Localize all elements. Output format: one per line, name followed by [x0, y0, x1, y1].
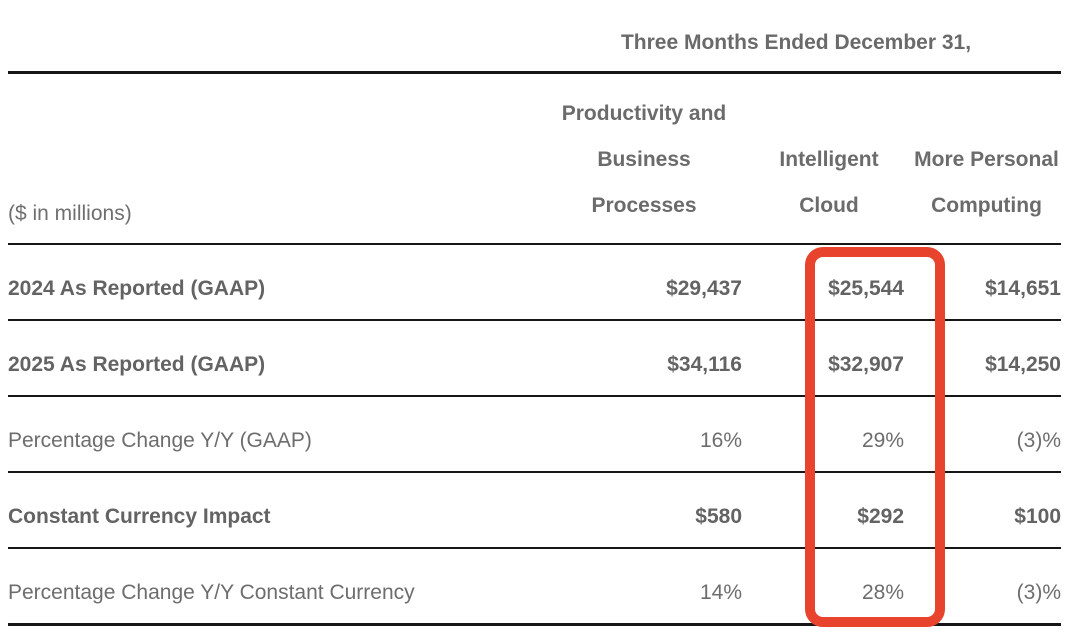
value-cell: $25,544	[828, 276, 904, 300]
column-header-intelligent-cloud: Intelligent Cloud	[750, 137, 912, 243]
column-header-line: Intelligent Cloud	[779, 148, 879, 217]
column-header-more-personal-computing: More Personal Computing	[912, 137, 1061, 243]
table-row-constant-currency-impact: Constant Currency Impact $580 $292 $100	[8, 473, 1061, 549]
value-cell: $580	[695, 504, 742, 528]
value-cell: 28%	[861, 580, 904, 604]
value-cell: 29%	[861, 428, 904, 452]
value-cell: (3)%	[1016, 580, 1061, 604]
column-header-productivity-business-processes: Productivity and Business Processes	[560, 91, 750, 243]
row-label: Constant Currency Impact	[8, 504, 271, 528]
column-header-line: Computing	[931, 194, 1042, 217]
table-row-2025-as-reported: 2025 As Reported (GAAP) $34,116 $32,907 …	[8, 321, 1061, 397]
row-label: Percentage Change Y/Y Constant Currency	[8, 580, 415, 604]
value-cell: $29,437	[666, 276, 742, 300]
column-header-line: Business	[597, 148, 691, 171]
units-note: ($ in millions)	[8, 202, 132, 225]
column-header-row: ($ in millions) Productivity and Busines…	[8, 74, 1061, 245]
column-header-line: More Personal	[914, 148, 1059, 171]
table-row-percentage-change-gaap: Percentage Change Y/Y (GAAP) 16% 29% (3)…	[8, 397, 1061, 473]
column-header-line: Productivity and	[561, 102, 727, 125]
table-row-percentage-change-constant-currency: Percentage Change Y/Y Constant Currency …	[8, 549, 1061, 626]
segment-revenue-table: Three Months Ended December 31, ($ in mi…	[8, 0, 1061, 626]
table-row-2024-as-reported: 2024 As Reported (GAAP) $29,437 $25,544 …	[8, 245, 1061, 321]
row-label: 2024 As Reported (GAAP)	[8, 276, 266, 300]
value-cell: 14%	[699, 580, 742, 604]
value-cell: 16%	[699, 428, 742, 452]
column-header-line: Processes	[591, 194, 697, 217]
value-cell: $100	[1014, 504, 1061, 528]
value-cell: $32,907	[828, 352, 904, 376]
period-title: Three Months Ended December 31,	[620, 31, 972, 54]
value-cell: (3)%	[1016, 428, 1061, 452]
row-label: Percentage Change Y/Y (GAAP)	[8, 428, 312, 452]
row-label: 2025 As Reported (GAAP)	[8, 352, 266, 376]
period-title-row: Three Months Ended December 31,	[8, 0, 1061, 74]
value-cell: $34,116	[667, 352, 742, 376]
value-cell: $14,651	[985, 276, 1061, 300]
value-cell: $14,250	[985, 352, 1061, 376]
value-cell: $292	[857, 504, 904, 528]
